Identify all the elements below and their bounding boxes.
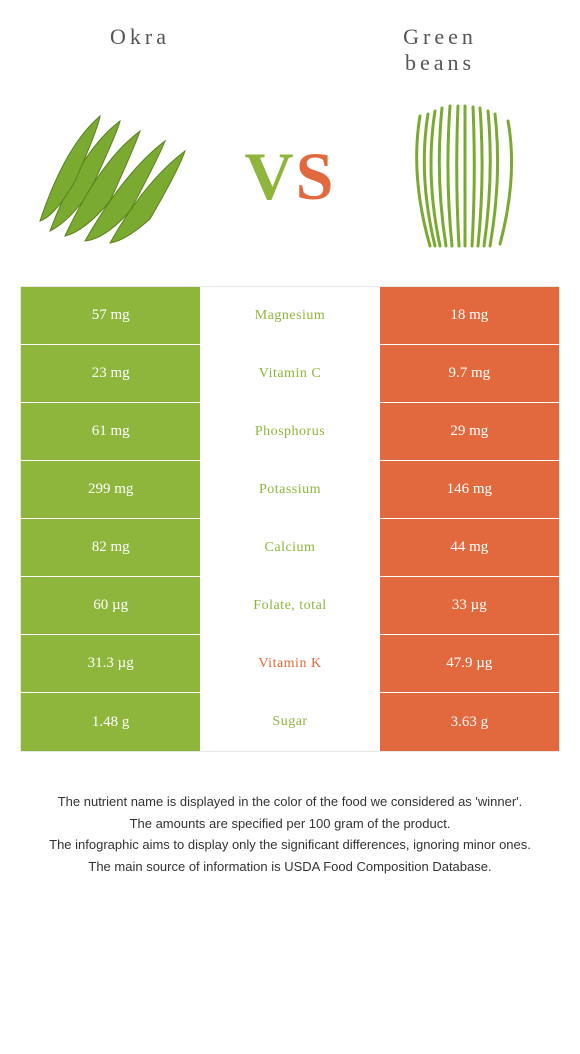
left-value: 31.3 µg	[21, 635, 200, 692]
left-value: 82 mg	[21, 519, 200, 576]
footer-line-4: The main source of information is USDA F…	[20, 857, 560, 877]
green-beans-image	[370, 96, 550, 256]
right-value: 44 mg	[380, 519, 559, 576]
okra-icon	[30, 101, 210, 251]
right-value: 18 mg	[380, 287, 559, 344]
nutrient-name: Potassium	[200, 461, 379, 518]
right-value: 33 µg	[380, 577, 559, 634]
vs-v: V	[245, 138, 296, 214]
table-row: 23 mgVitamin C9.7 mg	[21, 345, 559, 403]
nutrient-name: Sugar	[200, 693, 379, 751]
nutrient-name: Calcium	[200, 519, 379, 576]
food-title-right: Green beans	[340, 24, 540, 76]
right-value: 29 mg	[380, 403, 559, 460]
left-value: 1.48 g	[21, 693, 200, 751]
footer-notes: The nutrient name is displayed in the co…	[0, 752, 580, 898]
hero-row: VS	[0, 86, 580, 286]
left-value: 61 mg	[21, 403, 200, 460]
nutrient-name: Vitamin C	[200, 345, 379, 402]
table-row: 1.48 gSugar3.63 g	[21, 693, 559, 751]
nutrient-table: 57 mgMagnesium18 mg23 mgVitamin C9.7 mg6…	[20, 286, 560, 752]
right-value: 9.7 mg	[380, 345, 559, 402]
vs-s: S	[296, 138, 336, 214]
footer-line-2: The amounts are specified per 100 gram o…	[20, 814, 560, 834]
table-row: 61 mgPhosphorus29 mg	[21, 403, 559, 461]
right-value: 47.9 µg	[380, 635, 559, 692]
right-value: 146 mg	[380, 461, 559, 518]
table-row: 82 mgCalcium44 mg	[21, 519, 559, 577]
footer-line-3: The infographic aims to display only the…	[20, 835, 560, 855]
nutrient-name: Vitamin K	[200, 635, 379, 692]
food-title-left: Okra	[40, 24, 240, 76]
table-row: 31.3 µgVitamin K47.9 µg	[21, 635, 559, 693]
table-row: 60 µgFolate, total33 µg	[21, 577, 559, 635]
left-value: 57 mg	[21, 287, 200, 344]
footer-line-1: The nutrient name is displayed in the co…	[20, 792, 560, 812]
nutrient-name: Magnesium	[200, 287, 379, 344]
left-value: 299 mg	[21, 461, 200, 518]
table-row: 299 mgPotassium146 mg	[21, 461, 559, 519]
vs-label: VS	[245, 137, 336, 216]
nutrient-name: Phosphorus	[200, 403, 379, 460]
right-value: 3.63 g	[380, 693, 559, 751]
header: Okra Green beans	[0, 0, 580, 86]
green-beans-icon	[380, 96, 540, 256]
okra-image	[30, 96, 210, 256]
left-value: 60 µg	[21, 577, 200, 634]
table-row: 57 mgMagnesium18 mg	[21, 287, 559, 345]
left-value: 23 mg	[21, 345, 200, 402]
nutrient-name: Folate, total	[200, 577, 379, 634]
